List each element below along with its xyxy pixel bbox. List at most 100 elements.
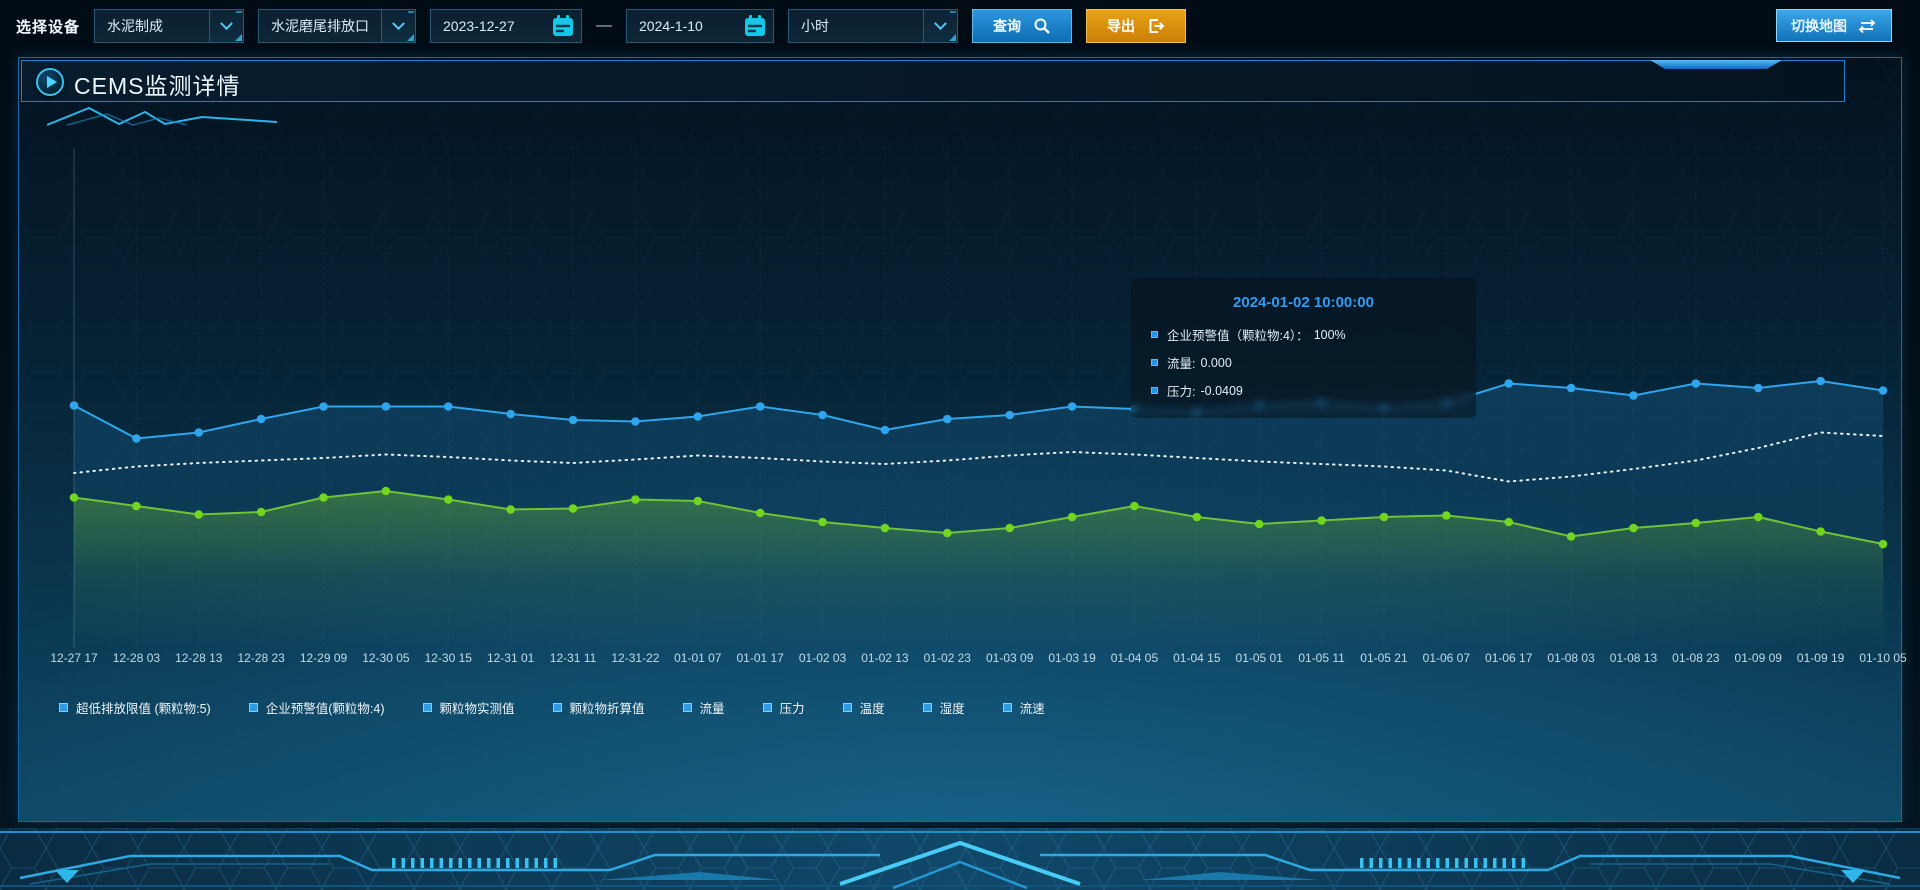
dropdown-chevron-box[interactable] [923, 10, 958, 42]
x-axis-label: 01-04 05 [1110, 651, 1159, 665]
x-axis-label: 12-30 15 [424, 651, 472, 665]
legend-marker-icon [922, 703, 932, 712]
legend-item[interactable]: 超低排放限值 (颗粒物:5) [59, 698, 211, 717]
zigzag-decoration [47, 106, 277, 126]
play-triangle-icon [46, 76, 57, 88]
x-axis-label: 01-09 19 [1796, 651, 1845, 665]
x-axis-label: 01-05 11 [1298, 651, 1345, 665]
x-axis-label: 01-01 07 [674, 651, 722, 665]
tooltip-value: -0.0409 [1200, 383, 1243, 398]
chart-legend: 超低排放限值 (颗粒物:5) 企业预警值(颗粒物:4) 颗粒物实测值 颗粒物折算值 流量… [59, 698, 1045, 717]
legend-marker-icon [422, 703, 432, 712]
series-marker-icon [1151, 359, 1158, 366]
legend-item[interactable]: 颗粒物折算值 [552, 698, 645, 717]
tooltip-row: 企业预警值（颗粒物:4）： 100% [1151, 325, 1456, 344]
calendar-icon[interactable] [742, 13, 768, 39]
export-button-label: 导出 [1107, 18, 1136, 34]
switch-map-label: 切换地图 [1791, 17, 1847, 34]
outlet-value: 水泥磨尾排放口 [271, 18, 370, 34]
chevron-down-icon [934, 16, 947, 30]
tooltip-label: 压力: [1167, 385, 1196, 399]
chevron-down-icon [220, 16, 233, 30]
x-axis-label: 12-29 09 [299, 651, 348, 665]
interval-value: 小时 [801, 18, 830, 34]
legend-marker-icon [682, 703, 692, 712]
chart-tooltip: 2024-01-02 10:00:00 企业预警值（颗粒物:4）： 100% 流… [1131, 278, 1476, 418]
switch-map-button[interactable]: 切换地图 [1776, 9, 1892, 42]
series-marker-icon [1151, 387, 1158, 394]
legend-item[interactable]: 压力 [762, 698, 805, 717]
x-axis-label: 12-30 05 [362, 651, 410, 665]
search-icon [1034, 18, 1050, 34]
outlet-select[interactable]: 水泥磨尾排放口 [258, 9, 417, 43]
legend-item[interactable]: 温度 [842, 698, 885, 717]
x-axis-label: 01-02 23 [923, 651, 971, 665]
chevron-down-icon [392, 16, 405, 30]
date-range-separator: — [596, 17, 613, 34]
x-axis-label: 01-10 05 [1859, 651, 1907, 665]
cems-line-chart[interactable] [66, 148, 1891, 648]
legend-marker-icon [59, 703, 68, 712]
legend-label: 流速 [1019, 702, 1045, 716]
x-axis-label: 12-28 13 [175, 651, 223, 665]
export-button[interactable]: 导出 [1086, 9, 1187, 43]
legend-label: 超低排放限值 (颗粒物:5) [76, 702, 211, 716]
calendar-icon[interactable] [550, 13, 576, 39]
start-date-picker[interactable]: 2023-12-27 [430, 9, 583, 43]
cems-detail-panel: CEMS监测详情 12-27 17 12-28 03 12-28 13 12-28 2… [18, 57, 1907, 823]
x-axis-label: 01-06 17 [1485, 651, 1533, 665]
dropdown-chevron-box[interactable] [209, 10, 244, 42]
dropdown-chevron-box[interactable] [381, 10, 416, 42]
legend-marker-icon [762, 703, 772, 712]
end-date-value: 2024-1-10 [639, 18, 703, 34]
legend-label: 企业预警值(颗粒物:4) [265, 702, 385, 716]
legend-label: 颗粒物折算值 [569, 702, 645, 716]
x-axis-label: 01-08 13 [1609, 651, 1658, 665]
legend-marker-icon [248, 703, 258, 712]
tooltip-value: 0.000 [1200, 355, 1232, 370]
production-line-select[interactable]: 水泥制成 [94, 9, 245, 43]
x-axis-label: 01-08 23 [1672, 651, 1720, 665]
legend-item[interactable]: 企业预警值(颗粒物:4) [248, 698, 385, 717]
interval-select[interactable]: 小时 [788, 9, 959, 43]
swap-arrows-icon [1858, 18, 1876, 33]
query-button[interactable]: 查询 [972, 9, 1073, 43]
legend-marker-icon [1002, 703, 1012, 712]
x-axis-label: 01-08 03 [1547, 651, 1595, 665]
tooltip-row: 压力: -0.0409 [1151, 381, 1456, 400]
x-axis-label: 01-05 21 [1360, 651, 1408, 665]
x-axis-label: 01-06 07 [1422, 651, 1471, 665]
play-icon[interactable] [36, 68, 64, 96]
legend-marker-icon [552, 703, 562, 712]
x-axis-label: 12-28 23 [237, 651, 285, 665]
legend-label: 温度 [859, 702, 885, 716]
footer-hud-decoration [0, 828, 1920, 890]
legend-marker-icon [842, 703, 852, 712]
x-axis-label: 12-28 03 [112, 651, 161, 665]
legend-label: 压力 [779, 702, 805, 716]
legend-label: 颗粒物实测值 [439, 702, 515, 716]
x-axis-label: 01-05 01 [1235, 651, 1283, 665]
legend-label: 流量 [699, 702, 725, 716]
panel-title: CEMS监测详情 [74, 73, 241, 99]
x-axis-label: 01-02 03 [798, 651, 847, 665]
legend-item[interactable]: 流量 [682, 698, 725, 717]
x-axis-labels: 12-27 17 12-28 03 12-28 13 12-28 23 12-29 09… [19, 651, 1920, 669]
legend-item[interactable]: 流速 [1002, 698, 1045, 717]
tooltip-value: 100% [1313, 327, 1346, 342]
chart-canvas[interactable] [66, 148, 1891, 648]
tooltip-row: 流量: 0.000 [1151, 353, 1456, 372]
legend-item[interactable]: 颗粒物实测值 [422, 698, 515, 717]
x-axis-label: 01-04 15 [1173, 651, 1221, 665]
panel-title-bar: CEMS监测详情 [21, 60, 1845, 102]
x-axis-label: 12-31 01 [486, 651, 535, 665]
end-date-picker[interactable]: 2024-1-10 [626, 9, 775, 43]
x-axis-label: 12-31 11 [549, 651, 597, 665]
x-axis-label: 01-02 13 [861, 651, 909, 665]
tooltip-label: 流量: [1167, 357, 1196, 371]
series-marker-icon [1151, 331, 1158, 338]
x-axis-label: 01-09 09 [1734, 651, 1782, 665]
tooltip-timestamp: 2024-01-02 10:00:00 [1233, 294, 1374, 311]
legend-item[interactable]: 湿度 [922, 698, 965, 717]
x-axis-label: 12-31-22 [611, 651, 660, 665]
